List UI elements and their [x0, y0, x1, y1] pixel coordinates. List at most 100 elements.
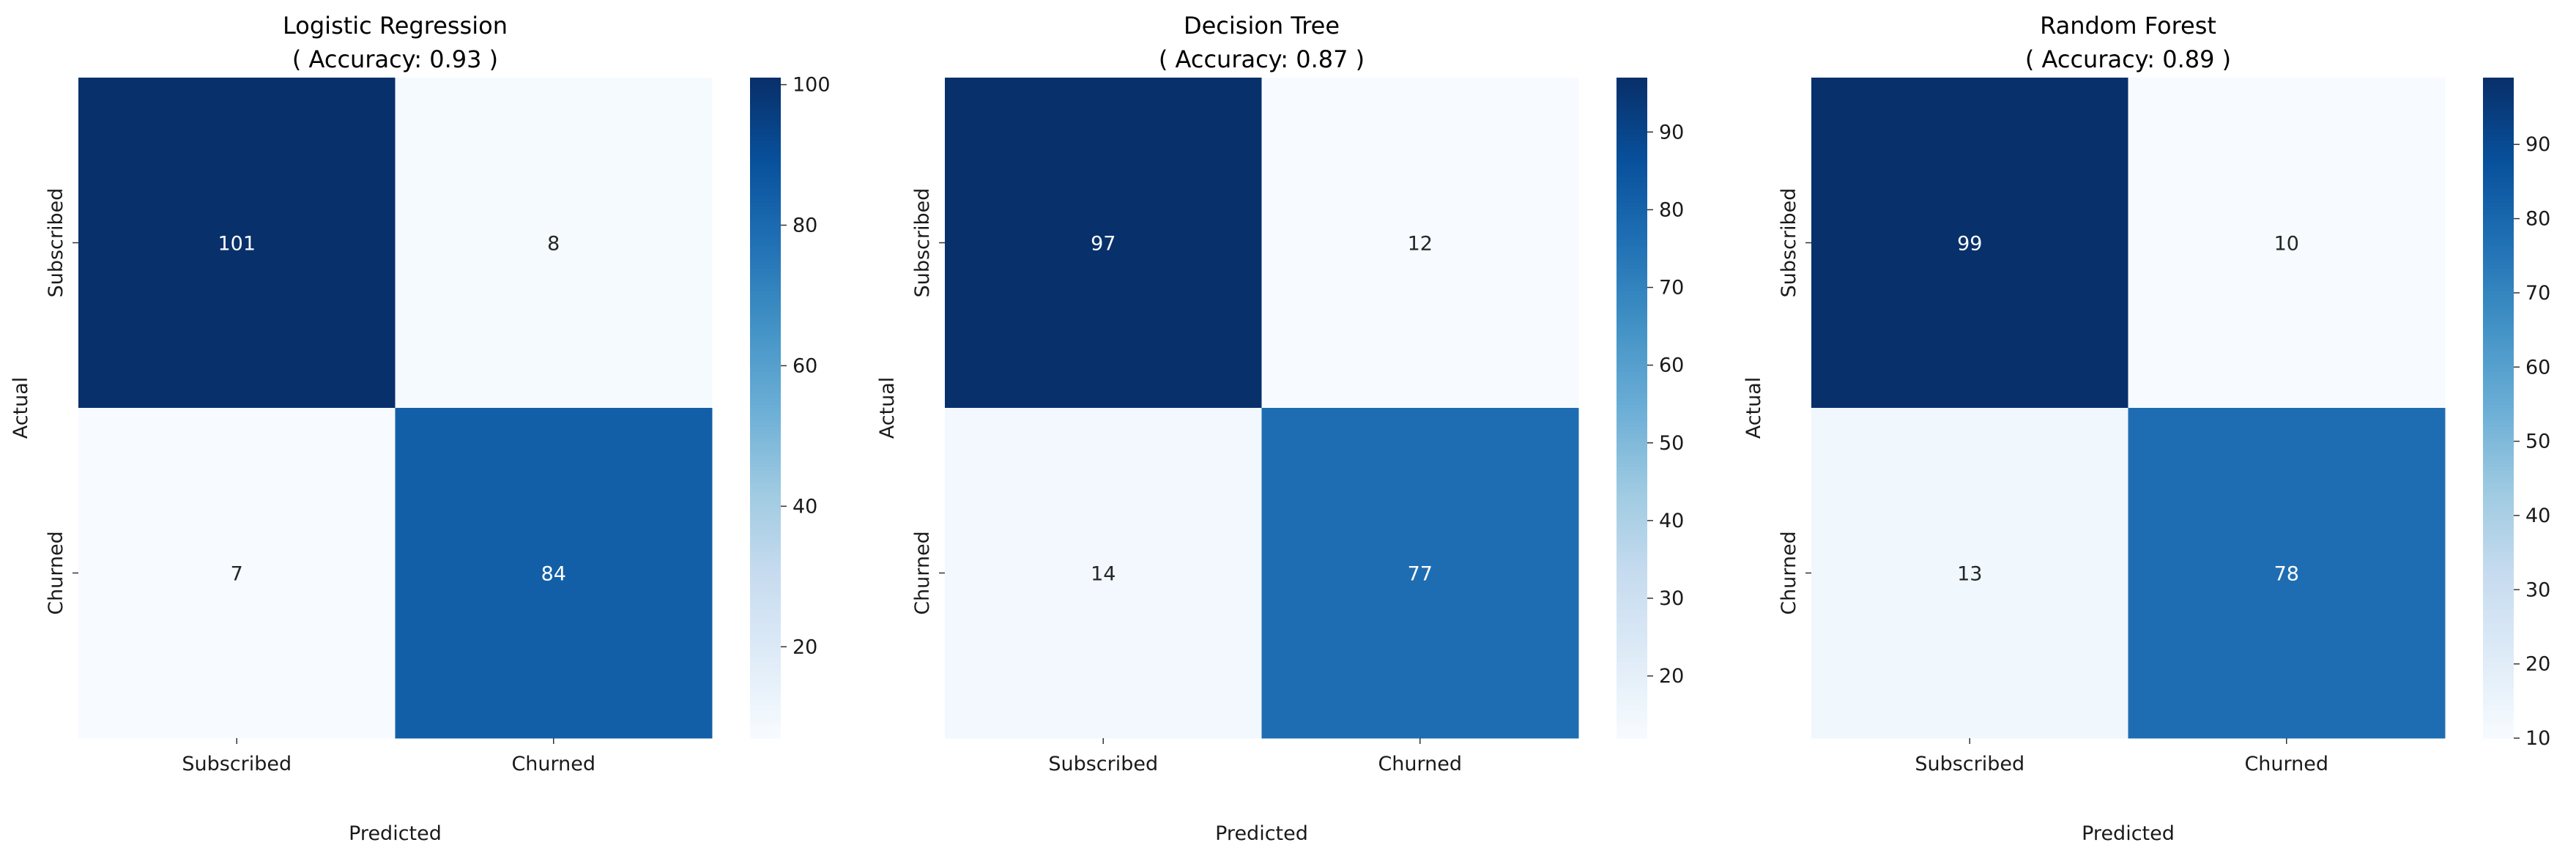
colorbar-segment [2483, 558, 2514, 563]
colorbar-segment [750, 412, 781, 416]
colorbar-tick-label: 80 [793, 215, 817, 237]
colorbar-segment [750, 690, 781, 695]
colorbar-segment [750, 477, 781, 483]
colorbar-segment [750, 385, 781, 390]
colorbar-segment [750, 367, 781, 372]
colorbar-tick-label: 80 [2525, 208, 2550, 231]
colorbar-segment [750, 617, 781, 622]
colorbar-segment [1617, 466, 1647, 471]
colorbar-segment [1617, 580, 1647, 585]
colorbar-segment [750, 162, 781, 167]
y-tick-label: Churned [911, 531, 934, 615]
colorbar-segment [750, 679, 781, 684]
colorbar-segment [1617, 89, 1647, 93]
colorbar-segment [2483, 602, 2514, 607]
colorbar-segment [2483, 412, 2514, 416]
colorbar-segment [750, 730, 781, 735]
colorbar-segment [1617, 360, 1647, 365]
colorbar-segment [750, 253, 781, 258]
colorbar-segment [2483, 257, 2514, 262]
colorbar-segment [2483, 503, 2514, 508]
colorbar-segment [2483, 444, 2514, 449]
colorbar-segment [1617, 272, 1647, 277]
colorbar-segment [1617, 202, 1647, 207]
colorbar-segment [2483, 330, 2514, 335]
colorbar-segment [2483, 719, 2514, 724]
colorbar-segment [750, 257, 781, 262]
colorbar-segment [750, 180, 781, 185]
colorbar-segment [1617, 235, 1647, 240]
colorbar-segment [750, 316, 781, 321]
colorbar-segment [2483, 371, 2514, 376]
heatmap-cell [78, 408, 396, 739]
colorbar-segment [1617, 697, 1647, 702]
colorbar-segment [2483, 697, 2514, 702]
colorbar-segment [2483, 551, 2514, 556]
colorbar-segment [750, 646, 781, 651]
panel-title: Random Forest [2040, 12, 2216, 40]
colorbar-segment [2483, 481, 2514, 486]
colorbar-segment [1617, 477, 1647, 483]
colorbar-segment [2483, 133, 2514, 137]
colorbar-segment [1617, 165, 1647, 171]
colorbar-segment [2483, 286, 2514, 291]
colorbar-segment [1617, 114, 1647, 119]
colorbar-segment [2483, 341, 2514, 346]
colorbar-tick-label: 50 [2525, 431, 2550, 453]
colorbar-segment [750, 426, 781, 431]
colorbar-segment [750, 191, 781, 196]
colorbar-segment [2483, 316, 2514, 321]
colorbar-segment [2483, 723, 2514, 728]
colorbar-segment [2483, 400, 2514, 405]
colorbar-segment [750, 529, 781, 534]
heatmap-cell [1811, 78, 2128, 409]
colorbar-segment [750, 536, 781, 541]
heatmap-cell [2128, 78, 2446, 409]
colorbar-segment [2483, 202, 2514, 207]
colorbar-segment [750, 565, 781, 570]
colorbar-segment [750, 349, 781, 354]
y-axis-label: Actual [10, 377, 32, 439]
colorbar-segment [750, 187, 781, 193]
colorbar-segment [750, 598, 781, 603]
colorbar-segment [1617, 173, 1647, 178]
colorbar-segment [2483, 584, 2514, 589]
colorbar-segment [1617, 682, 1647, 688]
colorbar-segment [1617, 719, 1647, 724]
colorbar-segment [1617, 726, 1647, 732]
colorbar-segment [750, 400, 781, 405]
colorbar-segment [750, 481, 781, 486]
colorbar-segment [1617, 111, 1647, 115]
cell-value-label: 7 [231, 563, 243, 586]
colorbar-segment [1617, 653, 1647, 658]
colorbar-segment [1617, 100, 1647, 104]
colorbar-segment [750, 89, 781, 93]
colorbar-segment [750, 202, 781, 207]
colorbar-segment [2483, 246, 2514, 251]
colorbar-segment [2483, 455, 2514, 460]
colorbar-segment [2483, 389, 2514, 394]
colorbar-segment [1617, 162, 1647, 167]
colorbar-segment [1617, 403, 1647, 409]
colorbar-segment [1617, 257, 1647, 262]
colorbar-segment [750, 129, 781, 133]
colorbar-segment [1617, 198, 1647, 204]
colorbar-segment [1617, 485, 1647, 490]
colorbar-segment [1617, 525, 1647, 530]
colorbar-segment [750, 242, 781, 248]
colorbar-segment [750, 111, 781, 115]
colorbar-tick-label: 40 [2525, 505, 2550, 527]
colorbar-segment [1617, 554, 1647, 559]
colorbar-segment [2483, 184, 2514, 189]
colorbar-segment [2483, 162, 2514, 167]
colorbar-segment [1617, 675, 1647, 680]
colorbar-segment [1617, 341, 1647, 346]
colorbar-segment [750, 488, 781, 494]
colorbar-segment [1617, 239, 1647, 244]
colorbar-segment [750, 510, 781, 516]
x-tick-label: Churned [2244, 753, 2328, 775]
colorbar-segment [1617, 639, 1647, 644]
colorbar-segment [1617, 125, 1647, 130]
colorbar-segment [750, 81, 781, 86]
